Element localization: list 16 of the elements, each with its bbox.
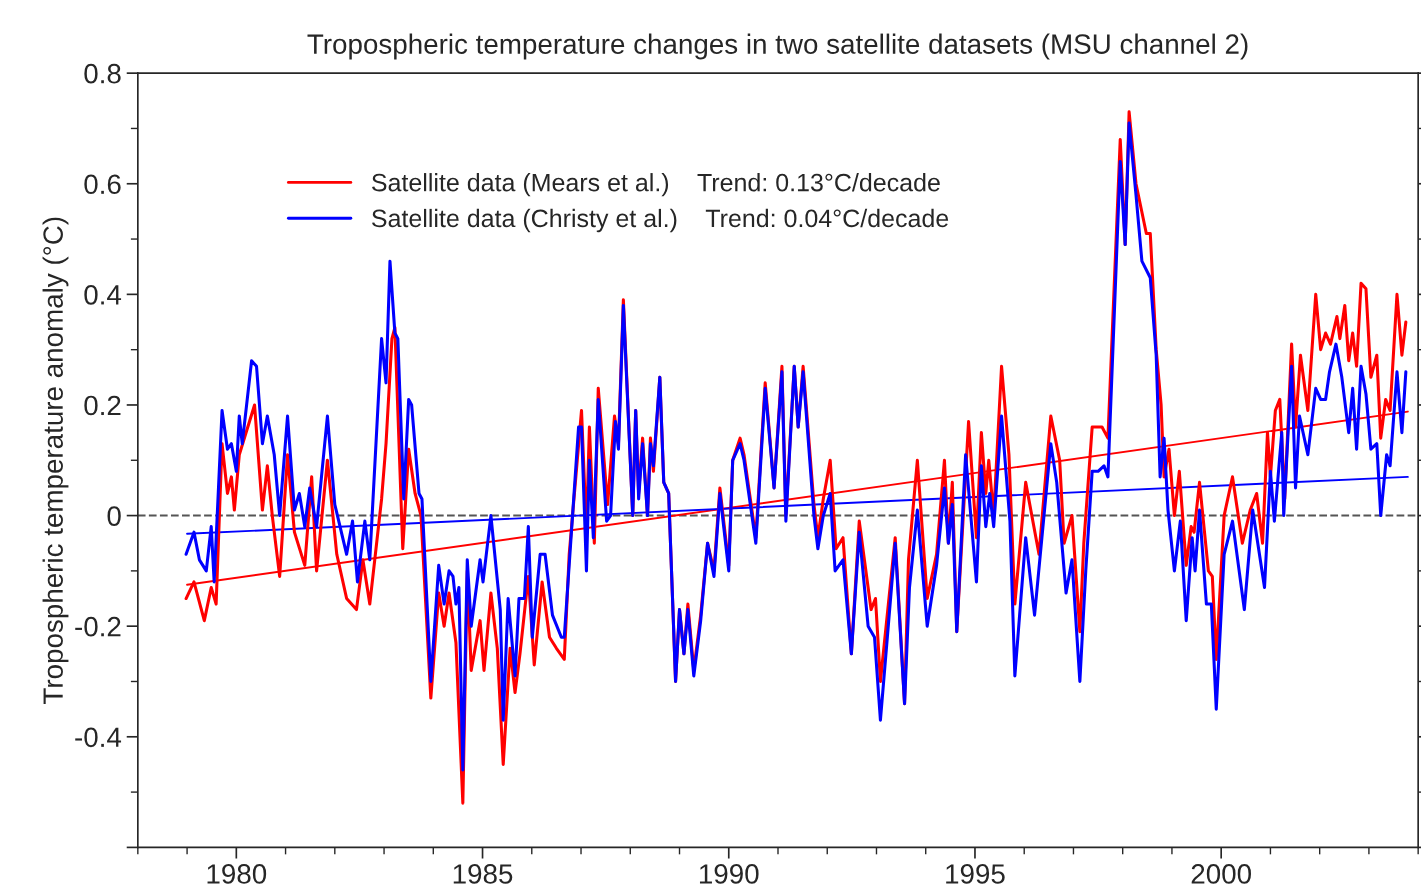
chart-title: Tropospheric temperature changes in two satellite datasets (MSU channel 2) bbox=[307, 33, 1248, 60]
y-tick-label: -0.4 bbox=[75, 727, 122, 748]
y-tick-label: 0.2 bbox=[84, 395, 121, 416]
x-tick-label: 1985 bbox=[453, 864, 513, 884]
x-tick-label: 1995 bbox=[946, 864, 1005, 884]
x-tick-label: 1990 bbox=[699, 864, 759, 884]
y-tick-label: 0 bbox=[107, 506, 121, 526]
y-axis-title: Tropospheric temperature anomaly (°C) bbox=[42, 217, 69, 704]
legend-label: Satellite data (Christy et al.) Trend: 0.04°C/decade bbox=[372, 208, 949, 233]
y-tick-label: 0.8 bbox=[84, 63, 121, 84]
y-tick-label: 0.6 bbox=[84, 174, 121, 195]
y-tick-label: -0.2 bbox=[75, 616, 121, 637]
legend-label: Satellite data (Mears et al.) Trend: 0.13°C/decade bbox=[372, 173, 940, 197]
x-tick-label: 1980 bbox=[207, 864, 267, 884]
x-tick-label: 2000 bbox=[1191, 864, 1251, 884]
y-tick-label: 0.4 bbox=[84, 285, 122, 305]
